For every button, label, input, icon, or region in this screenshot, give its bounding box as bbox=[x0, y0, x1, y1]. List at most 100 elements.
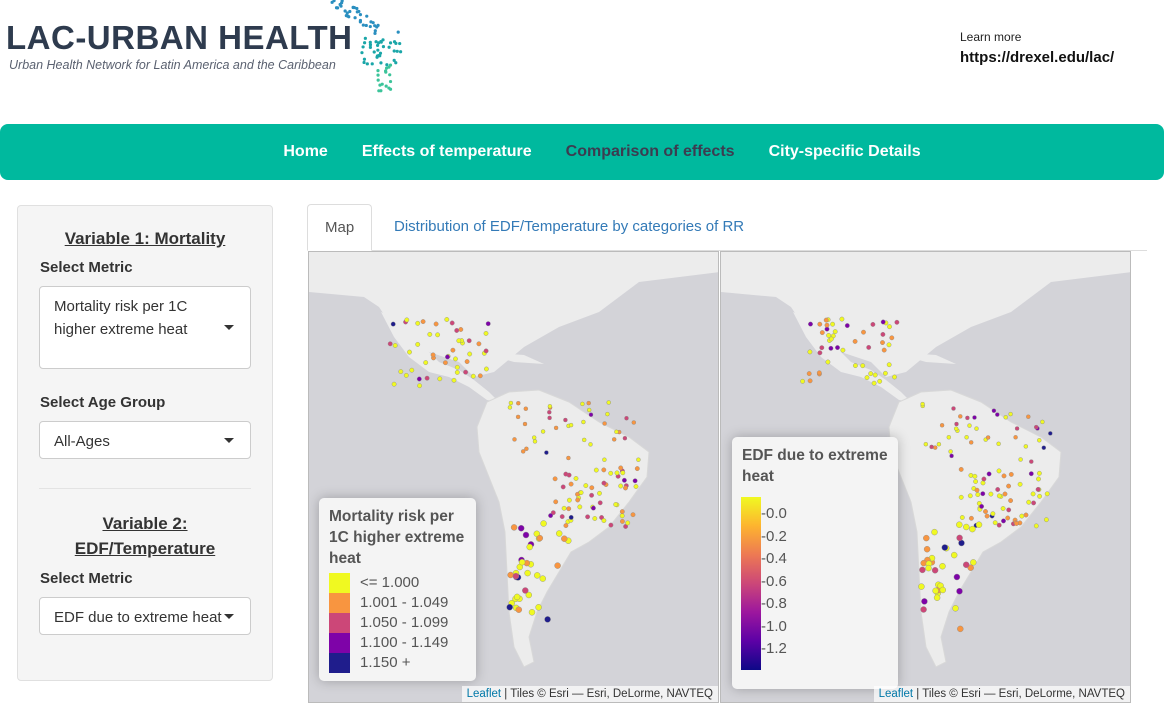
city-marker[interactable] bbox=[933, 594, 941, 601]
city-marker[interactable] bbox=[964, 435, 969, 440]
city-marker[interactable] bbox=[403, 373, 409, 378]
city-marker[interactable] bbox=[526, 543, 533, 551]
city-marker[interactable] bbox=[939, 423, 945, 428]
city-marker[interactable] bbox=[619, 518, 625, 524]
city-marker[interactable] bbox=[510, 524, 518, 531]
city-marker[interactable] bbox=[555, 530, 563, 537]
city-marker[interactable] bbox=[602, 421, 607, 426]
city-marker[interactable] bbox=[881, 347, 887, 353]
city-marker[interactable] bbox=[918, 583, 925, 590]
city-marker[interactable] bbox=[614, 470, 620, 476]
city-marker[interactable] bbox=[507, 405, 513, 410]
city-marker[interactable] bbox=[1006, 507, 1012, 513]
city-marker[interactable] bbox=[601, 518, 607, 523]
city-marker[interactable] bbox=[550, 510, 556, 516]
city-marker[interactable] bbox=[409, 367, 415, 373]
city-marker[interactable] bbox=[1006, 483, 1011, 489]
city-marker[interactable] bbox=[807, 349, 813, 355]
city-marker[interactable] bbox=[972, 473, 978, 479]
city-marker[interactable] bbox=[887, 324, 892, 330]
city-marker[interactable] bbox=[996, 468, 1002, 474]
city-marker[interactable] bbox=[880, 340, 885, 346]
city-marker[interactable] bbox=[552, 476, 558, 482]
city-marker[interactable] bbox=[817, 350, 823, 356]
city-marker[interactable] bbox=[451, 377, 457, 383]
city-marker[interactable] bbox=[968, 440, 974, 445]
city-marker[interactable] bbox=[593, 467, 599, 473]
city-marker[interactable] bbox=[524, 446, 529, 452]
city-marker[interactable] bbox=[601, 480, 607, 486]
city-marker[interactable] bbox=[968, 515, 974, 521]
city-marker[interactable] bbox=[566, 506, 572, 512]
city-marker[interactable] bbox=[920, 606, 927, 613]
city-marker[interactable] bbox=[1035, 486, 1041, 492]
city-marker[interactable] bbox=[825, 359, 831, 365]
city-marker[interactable] bbox=[618, 483, 624, 489]
city-marker[interactable] bbox=[956, 521, 963, 528]
city-marker[interactable] bbox=[507, 571, 514, 579]
city-marker[interactable] bbox=[437, 376, 443, 382]
city-marker[interactable] bbox=[1026, 499, 1032, 505]
city-marker[interactable] bbox=[1001, 518, 1006, 524]
city-marker[interactable] bbox=[597, 500, 603, 506]
city-marker[interactable] bbox=[826, 333, 832, 338]
city-marker[interactable] bbox=[553, 499, 559, 505]
city-marker[interactable] bbox=[513, 593, 521, 601]
city-marker[interactable] bbox=[970, 559, 977, 566]
city-marker[interactable] bbox=[975, 492, 981, 498]
city-marker[interactable] bbox=[1036, 476, 1041, 482]
city-marker[interactable] bbox=[454, 364, 460, 370]
city-marker[interactable] bbox=[522, 531, 530, 539]
city-marker[interactable] bbox=[1008, 471, 1014, 477]
city-marker[interactable] bbox=[633, 484, 639, 489]
var1-metric-select[interactable]: Mortality risk per 1C higher extreme hea… bbox=[39, 286, 251, 369]
city-marker[interactable] bbox=[566, 455, 571, 461]
city-marker[interactable] bbox=[605, 411, 610, 417]
city-marker[interactable] bbox=[547, 404, 553, 409]
tab-map[interactable]: Map bbox=[307, 204, 373, 251]
city-marker[interactable] bbox=[608, 522, 614, 528]
city-marker[interactable] bbox=[568, 481, 574, 487]
city-marker[interactable] bbox=[800, 378, 806, 384]
city-marker[interactable] bbox=[1003, 415, 1008, 420]
city-marker[interactable] bbox=[470, 373, 476, 379]
city-marker[interactable] bbox=[991, 408, 997, 413]
city-marker[interactable] bbox=[625, 520, 631, 526]
city-marker[interactable] bbox=[566, 497, 572, 503]
city-marker[interactable] bbox=[931, 567, 939, 574]
city-marker[interactable] bbox=[547, 415, 552, 421]
city-marker[interactable] bbox=[467, 351, 473, 357]
city-marker[interactable] bbox=[1030, 491, 1036, 497]
city-marker[interactable] bbox=[601, 467, 607, 473]
city-marker[interactable] bbox=[559, 514, 565, 519]
city-marker[interactable] bbox=[449, 320, 455, 326]
city-marker[interactable] bbox=[958, 466, 964, 472]
city-marker[interactable] bbox=[852, 363, 858, 369]
city-marker[interactable] bbox=[407, 349, 412, 355]
city-marker[interactable] bbox=[612, 437, 617, 442]
age-group-select[interactable]: All-Ages bbox=[39, 421, 251, 459]
city-marker[interactable] bbox=[540, 520, 547, 527]
city-marker[interactable] bbox=[973, 479, 979, 484]
city-marker[interactable] bbox=[590, 505, 596, 511]
city-marker[interactable] bbox=[880, 332, 886, 337]
city-marker[interactable] bbox=[415, 342, 421, 347]
city-marker[interactable] bbox=[956, 588, 963, 595]
city-marker[interactable] bbox=[1002, 491, 1008, 497]
city-marker[interactable] bbox=[415, 320, 421, 326]
city-marker[interactable] bbox=[483, 331, 489, 336]
city-marker[interactable] bbox=[1005, 515, 1011, 521]
city-marker[interactable] bbox=[948, 449, 953, 454]
city-marker[interactable] bbox=[516, 400, 521, 406]
city-marker[interactable] bbox=[515, 606, 523, 613]
city-marker[interactable] bbox=[575, 497, 581, 503]
city-marker[interactable] bbox=[962, 561, 970, 568]
city-marker[interactable] bbox=[889, 335, 895, 341]
city-marker[interactable] bbox=[597, 490, 602, 496]
city-marker[interactable] bbox=[939, 586, 947, 594]
city-marker[interactable] bbox=[423, 360, 429, 366]
mortality-risk-map[interactable]: Mortality risk per 1C higher extreme hea… bbox=[308, 251, 719, 703]
city-marker[interactable] bbox=[823, 317, 829, 323]
city-marker[interactable] bbox=[1041, 445, 1046, 450]
city-marker[interactable] bbox=[416, 376, 422, 382]
